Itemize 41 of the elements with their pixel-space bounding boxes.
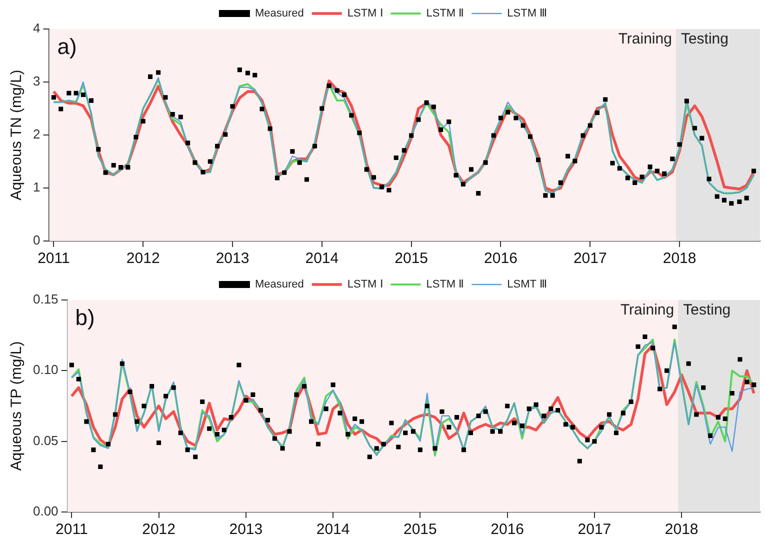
x-tick-label: 2018 [664, 521, 698, 538]
y-tick-label: 0 [32, 232, 40, 248]
legend-label: LSTM Ⅲ [507, 8, 548, 20]
x-tick-label: 2011 [56, 521, 88, 538]
y-axis-title: Aqueous TN (mg/L) [8, 70, 26, 200]
legend-label: LSTM Ⅱ [426, 278, 464, 291]
x-tick-label: 2015 [394, 250, 428, 268]
y-axis-title: Aqueous TP (mg/L) [8, 341, 26, 471]
y-tick-label: 1 [32, 180, 40, 195]
x-tick-label: 2017 [573, 250, 607, 268]
legend-label: LSTM Ⅱ [426, 8, 464, 20]
legend-label: LSMT Ⅲ [507, 278, 548, 291]
y-tick-label: 0.05 [32, 432, 58, 448]
x-tick-label: 2012 [142, 521, 176, 538]
y-tick-label: 0.00 [32, 504, 58, 519]
annotation: b) [75, 305, 95, 330]
x-tick-label: 2016 [490, 521, 524, 538]
x-tick-label: 2013 [229, 521, 263, 538]
annotation: a) [57, 34, 77, 60]
legend-label: LSTM Ⅰ [347, 8, 383, 20]
y-tick-label: 2 [32, 126, 40, 142]
x-tick-label: 2015 [404, 521, 437, 538]
x-tick-label: 2012 [126, 250, 160, 268]
y-tick-label: 0.10 [32, 362, 58, 378]
band-label: Testing [683, 302, 731, 319]
x-tick-label: 2017 [578, 521, 612, 538]
x-tick-label: 2011 [38, 250, 70, 268]
band-label: Training [618, 30, 672, 48]
x-tick-label: 2013 [216, 250, 250, 268]
x-tick-label: 2018 [662, 250, 696, 268]
legend-label: Measured [254, 8, 304, 20]
band-label: Testing [680, 30, 728, 48]
band-label: Training [620, 302, 674, 319]
x-tick-label: 2016 [484, 250, 518, 268]
y-tick-label: 0.15 [32, 292, 58, 307]
x-tick-label: 2014 [305, 250, 339, 268]
x-tick-label: 2014 [316, 521, 350, 538]
legend-label: LSTM Ⅰ [347, 278, 383, 291]
y-tick-label: 3 [32, 74, 40, 89]
y-tick-label: 4 [32, 20, 40, 36]
legend-label: Measured [254, 278, 304, 291]
